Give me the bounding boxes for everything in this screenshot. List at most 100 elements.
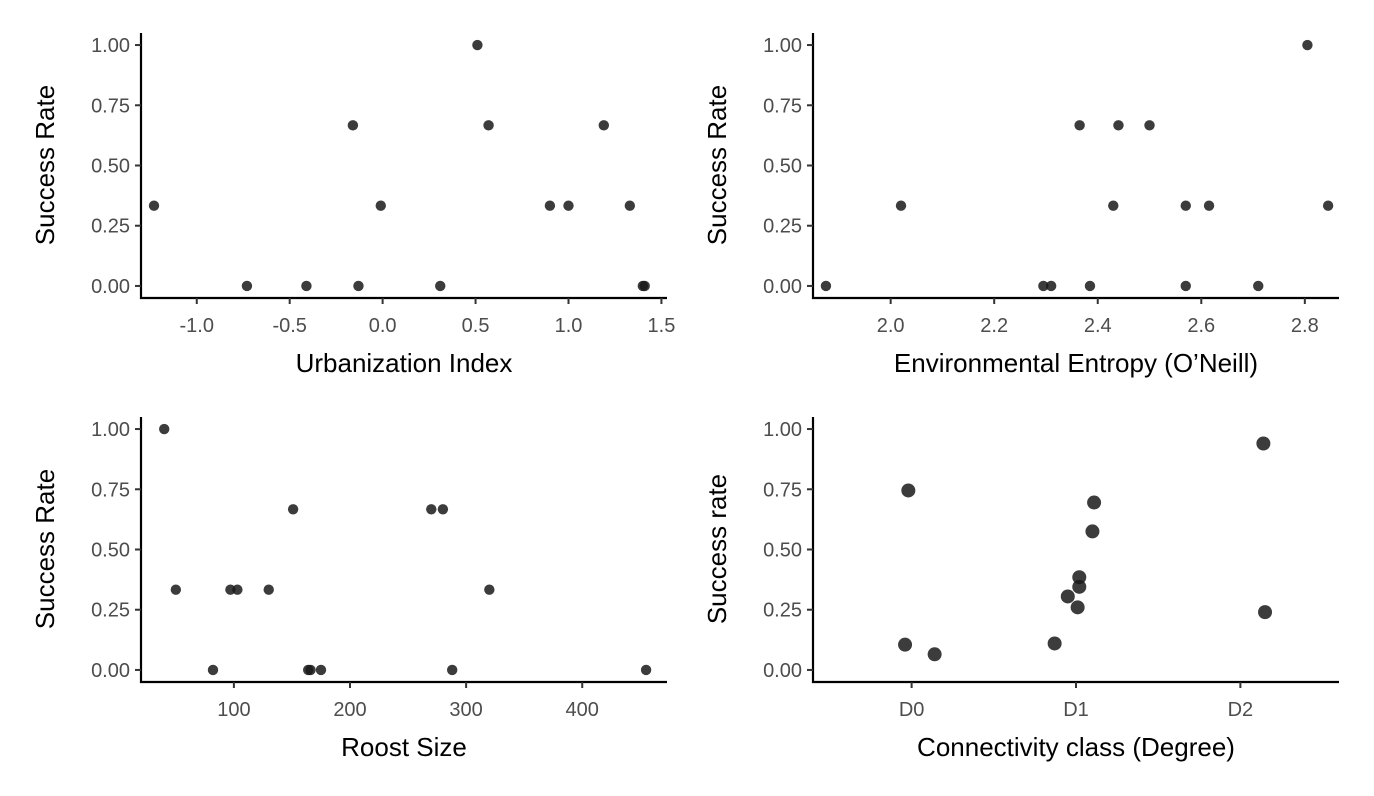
x-tick-label: D0 [899,699,925,721]
data-point [544,200,556,211]
y-tick-label: 0.50 [763,156,802,178]
data-point [1258,605,1273,620]
data-point [598,120,610,131]
data-point [207,664,219,676]
data-point [1045,280,1057,292]
x-tick-label: 1.5 [648,315,676,337]
y-tick-label: 0.50 [91,540,130,562]
data-point [287,504,299,515]
data-point [1060,589,1075,604]
y-tick-label: 0.50 [763,540,802,562]
x-axis-title: Connectivity class (Degree) [917,732,1235,762]
data-point [898,637,913,652]
data-point [1047,636,1062,651]
y-tick-label: 1.00 [91,35,130,57]
data-point [170,584,182,595]
chart-panel-2: 0.00 0.25 0.50 0.75 1.00 2.0 2.2 2.4 2.6 2.8 Envir… [702,33,1339,378]
data-point [1253,280,1264,292]
data-point [301,280,312,292]
x-axis-title: Environmental Entropy (O’Neill) [894,348,1258,378]
data-point [375,200,386,211]
data-point [232,584,243,595]
data-point [640,664,652,676]
y-axis-title: Success Rate [702,85,732,245]
data-point [472,39,483,51]
chart-panel-3: 0.00 0.25 0.50 0.75 1.00 100 200 300 400 Roost Si… [30,417,667,762]
y-axis-title: Success rate [702,474,732,624]
data-point [347,120,359,131]
y-axis-title: Success Rate [30,469,60,629]
data-point [484,584,495,595]
y-tick-label: 1.00 [91,419,130,441]
y-tick-label: 0.00 [91,660,130,682]
y-tick-label: 0.75 [763,479,802,501]
data-point [1038,280,1049,292]
y-tick-label: 0.75 [763,95,802,117]
x-tick-label: 200 [333,699,366,721]
data-point [1256,436,1271,451]
y-tick-label: 0.00 [763,276,802,298]
data-point [1072,570,1087,585]
x-tick-label: 300 [449,699,482,721]
y-tick-label: 0.25 [91,216,130,238]
data-point [901,483,916,498]
data-point [483,120,494,131]
data-point [1085,524,1100,539]
y-tick-label: 0.50 [91,156,130,178]
x-tick-label: 100 [217,699,250,721]
x-tick-label: 2.4 [1084,315,1112,337]
x-tick-label: 400 [566,699,599,721]
data-point [1322,200,1334,211]
data-point [159,423,170,435]
y-tick-label: 0.75 [91,95,130,117]
data-point [895,200,907,211]
x-tick-label: -0.5 [272,315,306,337]
x-tick-label: 0.5 [462,315,490,337]
data-point [446,664,458,676]
data-point [305,664,316,676]
y-tick-label: 0.25 [763,216,802,238]
data-point [1108,200,1119,211]
chart-panel-1: 0.00 0.25 0.50 0.75 1.00 -1.0 -0.5 0.0 0.5 1.0 1.5… [30,33,675,378]
data-point [263,584,274,595]
y-axis-title: Success Rate [30,85,60,245]
x-tick-label: 2.2 [980,315,1008,337]
y-tick-label: 0.75 [91,479,130,501]
y-tick-label: 0.00 [91,276,130,298]
data-point [563,200,574,211]
data-point [820,280,832,292]
x-tick-label: 0.0 [369,315,397,337]
data-point [1180,200,1191,211]
data-point [1074,120,1085,131]
data-point [437,504,449,515]
data-point [1070,600,1085,615]
y-tick-label: 0.25 [763,600,802,622]
data-point [148,200,160,211]
x-tick-label: 2.0 [877,315,905,337]
data-point [315,664,327,676]
x-tick-label: 2.8 [1291,315,1319,337]
x-tick-label: -1.0 [180,315,214,337]
x-tick-label: D2 [1228,699,1254,721]
x-axis-title: Urbanization Index [296,348,513,378]
data-point [1072,579,1087,594]
data-point [435,280,446,292]
data-point [1113,120,1124,131]
data-point [1084,280,1096,292]
data-point [241,280,253,292]
x-tick-label: D1 [1063,699,1089,721]
data-point [1302,39,1313,51]
y-tick-label: 1.00 [763,419,802,441]
chart-panel-4: 0.00 0.25 0.50 0.75 1.00 D0 D1 D2 Connectivity c… [702,417,1339,762]
data-point [639,280,650,292]
data-point [1203,200,1215,211]
data-point [1144,120,1155,131]
y-tick-label: 1.00 [763,35,802,57]
data-point [426,504,437,515]
y-tick-label: 0.25 [91,600,130,622]
data-point [353,280,364,292]
x-tick-label: 2.6 [1187,315,1215,337]
x-axis-title: Roost Size [341,732,467,762]
x-tick-label: 1.0 [555,315,583,337]
